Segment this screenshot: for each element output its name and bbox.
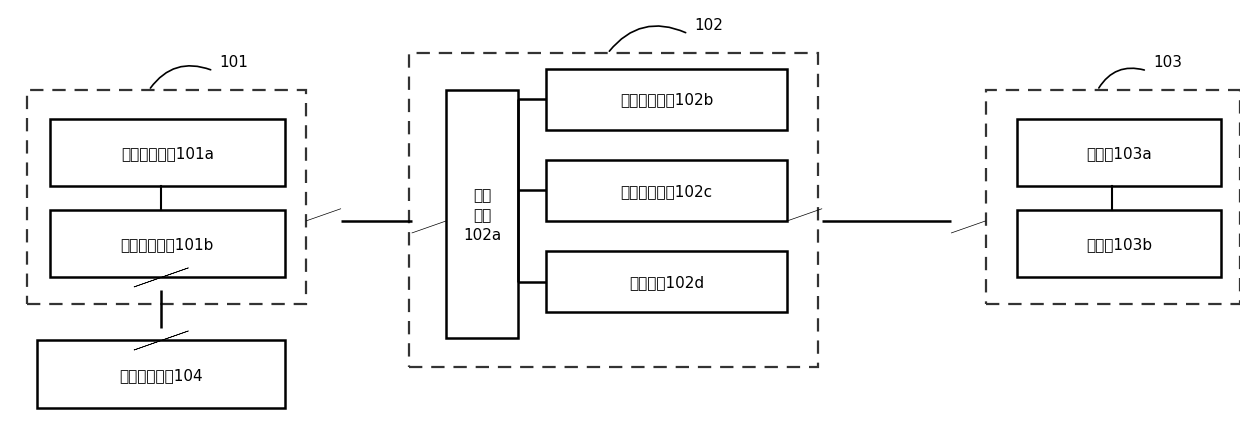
Text: 视频模块102d: 视频模块102d <box>629 275 704 289</box>
FancyBboxPatch shape <box>37 341 285 408</box>
Polygon shape <box>134 268 188 287</box>
FancyBboxPatch shape <box>50 119 285 187</box>
Polygon shape <box>951 221 986 233</box>
Polygon shape <box>787 209 822 221</box>
Text: 第一通信模块101a: 第一通信模块101a <box>122 145 215 161</box>
Polygon shape <box>306 209 341 221</box>
FancyBboxPatch shape <box>446 91 518 339</box>
FancyBboxPatch shape <box>1017 210 1221 278</box>
Text: 102: 102 <box>694 18 723 33</box>
Text: 云端
平台
102a: 云端 平台 102a <box>464 187 501 242</box>
Text: 103: 103 <box>1153 55 1182 69</box>
Polygon shape <box>412 221 446 233</box>
FancyBboxPatch shape <box>1017 119 1221 187</box>
Text: 显示屏103a: 显示屏103a <box>1086 145 1152 161</box>
FancyBboxPatch shape <box>546 161 787 221</box>
Text: 操作部103b: 操作部103b <box>1086 237 1152 252</box>
Text: 模式切换模块101b: 模式切换模块101b <box>120 237 215 252</box>
FancyBboxPatch shape <box>50 210 285 278</box>
Text: 101: 101 <box>219 55 248 69</box>
Polygon shape <box>134 331 188 350</box>
FancyBboxPatch shape <box>546 252 787 312</box>
Text: 车辆控制系统104: 车辆控制系统104 <box>119 367 203 382</box>
Text: 虚拟系统模块102c: 虚拟系统模块102c <box>620 184 713 198</box>
FancyBboxPatch shape <box>546 69 787 130</box>
Text: 第二通信模块102b: 第二通信模块102b <box>620 92 713 107</box>
